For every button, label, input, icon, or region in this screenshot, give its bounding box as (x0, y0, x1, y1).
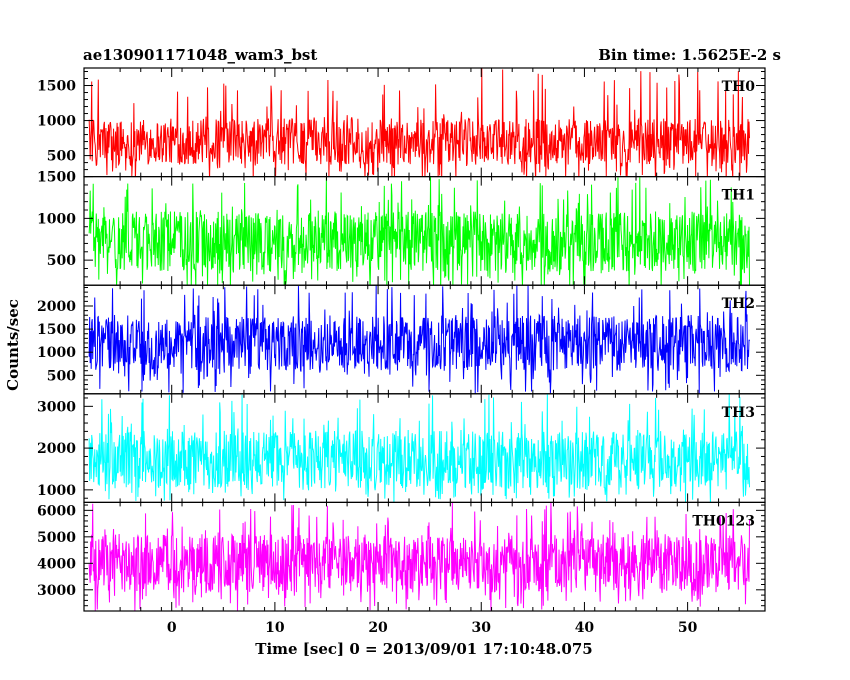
y-tick-label: 5000 (37, 530, 76, 546)
panel-label-th0123: TH0123 (692, 513, 755, 529)
series-th3 (88, 394, 751, 503)
y-tick-label: 500 (47, 253, 76, 269)
panel-th0: 500 1000 1500 TH0 (37, 67, 766, 178)
panel-th2: 500 1000 1500 2000 TH2 (37, 284, 766, 395)
y-tick-label: 1500 (37, 170, 76, 186)
y-tick-label: 3000 (37, 399, 76, 415)
x-tick-label: 40 (575, 620, 595, 636)
x-tick-label: 50 (678, 620, 698, 636)
y-tick-label: 2000 (37, 299, 76, 315)
y-tick-label: 1000 (37, 483, 76, 499)
series-th1 (88, 177, 750, 286)
x-tick-label: 10 (265, 620, 285, 636)
series-th0 (88, 68, 751, 177)
y-tick-label: 1000 (37, 211, 76, 227)
x-tick-label: 0 (167, 620, 177, 636)
x-axis-title: Time [sec] 0 = 2013/09/01 17:10:48.075 (255, 640, 592, 658)
panel-th1: 500 1000 1500 TH1 (37, 170, 766, 286)
bin-time-label: Bin time: 1.5625E-2 s (598, 46, 781, 64)
x-tick-label: 30 (472, 620, 492, 636)
x-tick-label: 20 (368, 620, 388, 636)
y-tick-label: 2000 (37, 441, 76, 457)
panel-frame (83, 501, 766, 612)
panel-th3: 1000 2000 3000 TH3 (37, 393, 766, 503)
y-tick-label: 1500 (37, 322, 76, 338)
panel-label-th0: TH0 (722, 79, 756, 95)
panels-group: 500 1000 1500 TH0 500 1000 1500 TH1 500 1000 1500 2… (37, 67, 766, 612)
y-tick-label: 1500 (37, 79, 76, 95)
y-tick-label: 1000 (37, 114, 76, 130)
series-th0123 (88, 502, 751, 611)
chart-title: ae130901171048_wam3_bst (83, 46, 317, 64)
y-tick-label: 4000 (37, 556, 76, 572)
panel-label-th2: TH2 (722, 296, 755, 312)
y-tick-label: 3000 (37, 583, 76, 599)
x-axis: 0 10 20 30 40 50 (167, 620, 698, 636)
panel-label-th1: TH1 (722, 188, 755, 204)
series-th2 (88, 285, 750, 394)
y-tick-label: 6000 (37, 503, 76, 519)
panel-label-th3: TH3 (722, 405, 755, 421)
y-tick-label: 500 (47, 368, 76, 384)
y-tick-label: 500 (47, 149, 76, 165)
y-axis-title: Counts/sec (4, 299, 22, 391)
panel-th0123: 3000 4000 5000 6000 TH0123 (37, 501, 766, 612)
y-tick-label: 1000 (37, 345, 76, 361)
